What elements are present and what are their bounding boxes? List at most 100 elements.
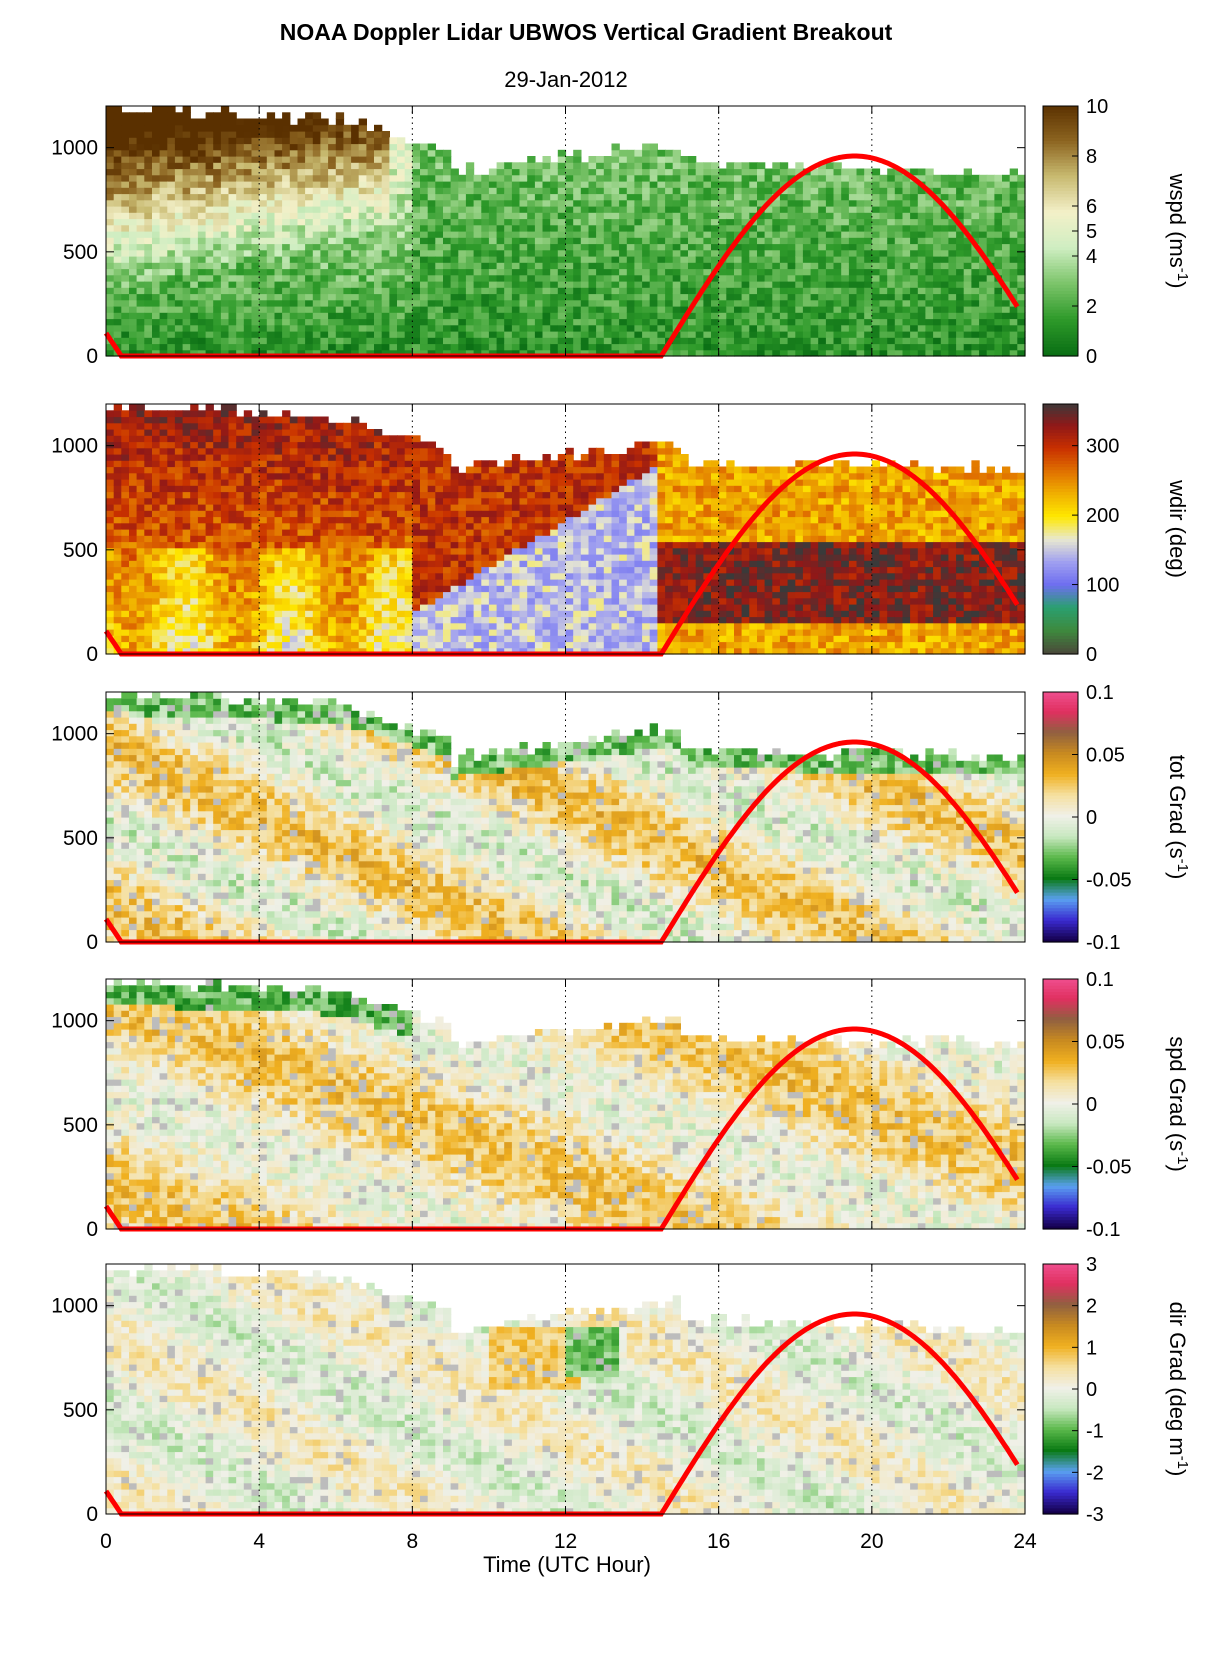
- heatmap-cell: [596, 175, 604, 182]
- heatmap-cell: [734, 275, 742, 282]
- heatmap-cell: [688, 337, 696, 344]
- heatmap-cell: [175, 573, 183, 580]
- heatmap-cell: [320, 262, 328, 269]
- heatmap-cell: [680, 181, 688, 188]
- heatmap-cell: [964, 331, 972, 338]
- heatmap-cell: [826, 256, 834, 263]
- heatmap-cell: [918, 237, 926, 244]
- heatmap-cell: [282, 231, 290, 238]
- heatmap-cell: [389, 244, 397, 251]
- heatmap-cell: [275, 312, 283, 319]
- heatmap-cell: [489, 300, 497, 307]
- heatmap-cell: [144, 542, 152, 549]
- heatmap-cell: [244, 579, 252, 586]
- heatmap-cell: [726, 187, 734, 194]
- heatmap-cell: [389, 331, 397, 338]
- heatmap-cell: [742, 325, 750, 332]
- heatmap-cell: [190, 429, 198, 436]
- heatmap-cell: [880, 187, 888, 194]
- heatmap-cell: [267, 144, 275, 151]
- heatmap-cell: [803, 344, 811, 351]
- heatmap-cell: [397, 212, 405, 219]
- heatmap-cell: [520, 237, 528, 244]
- heatmap-cell: [696, 312, 704, 319]
- heatmap-cell: [313, 212, 321, 219]
- heatmap-cell: [872, 244, 880, 251]
- heatmap-cell: [566, 162, 574, 169]
- heatmap-cell: [581, 231, 589, 238]
- heatmap-cell: [665, 256, 673, 263]
- heatmap-cell: [152, 131, 160, 138]
- heatmap-cell: [757, 312, 765, 319]
- heatmap-cell: [267, 629, 275, 636]
- heatmap-cell: [872, 281, 880, 288]
- heatmap-cell: [152, 194, 160, 201]
- heatmap-cell: [129, 504, 137, 511]
- heatmap-cell: [612, 319, 620, 326]
- heatmap-cell: [106, 623, 114, 630]
- heatmap-cell: [696, 169, 704, 176]
- heatmap-cell: [910, 262, 918, 269]
- heatmap-cell: [719, 194, 727, 201]
- heatmap-cell: [650, 306, 658, 313]
- heatmap-cell: [129, 485, 137, 492]
- heatmap-cell: [275, 319, 283, 326]
- heatmap-cell: [106, 169, 114, 176]
- heatmap-cell: [1017, 194, 1025, 201]
- heatmap-cell: [389, 262, 397, 269]
- heatmap-cell: [198, 485, 206, 492]
- heatmap-cell: [772, 169, 780, 176]
- heatmap-cell: [880, 200, 888, 207]
- heatmap-cell: [244, 219, 252, 226]
- heatmap-cell: [634, 150, 642, 157]
- heatmap-cell: [956, 244, 964, 251]
- heatmap-cell: [359, 331, 367, 338]
- heatmap-cell: [757, 244, 765, 251]
- heatmap-cell: [612, 275, 620, 282]
- heatmap-cell: [221, 112, 229, 119]
- heatmap-cell: [282, 206, 290, 213]
- heatmap-cell: [366, 150, 374, 157]
- heatmap-cell: [435, 175, 443, 182]
- heatmap-cell: [259, 492, 267, 499]
- heatmap-cell: [137, 542, 145, 549]
- heatmap-cell: [543, 281, 551, 288]
- heatmap-cell: [757, 194, 765, 201]
- heatmap-cell: [229, 112, 237, 119]
- heatmap-cell: [665, 237, 673, 244]
- heatmap-cell: [933, 256, 941, 263]
- heatmap-cell: [481, 187, 489, 194]
- heatmap-cell: [183, 598, 191, 605]
- heatmap-cell: [466, 287, 474, 294]
- heatmap-cell: [129, 256, 137, 263]
- heatmap-cell: [466, 269, 474, 276]
- heatmap-cell: [229, 137, 237, 144]
- heatmap-cell: [343, 269, 351, 276]
- heatmap-cell: [336, 162, 344, 169]
- heatmap-cell: [229, 206, 237, 213]
- heatmap-cell: [818, 281, 826, 288]
- heatmap-cell: [795, 206, 803, 213]
- heatmap-cell: [397, 150, 405, 157]
- heatmap-cell: [749, 306, 757, 313]
- heatmap-cell: [167, 119, 175, 126]
- heatmap-cell: [313, 194, 321, 201]
- heatmap-cell: [780, 294, 788, 301]
- heatmap-cell: [987, 175, 995, 182]
- heatmap-cell: [244, 200, 252, 207]
- heatmap-cell: [198, 629, 206, 636]
- heatmap-cell: [198, 306, 206, 313]
- heatmap-cell: [443, 212, 451, 219]
- heatmap-cell: [696, 194, 704, 201]
- heatmap-cell: [213, 144, 221, 151]
- heatmap-cell: [795, 269, 803, 276]
- heatmap-cell: [864, 287, 872, 294]
- heatmap-cell: [175, 225, 183, 232]
- heatmap-cell: [183, 212, 191, 219]
- heatmap-cell: [680, 331, 688, 338]
- heatmap-cell: [198, 175, 206, 182]
- heatmap-cell: [650, 325, 658, 332]
- heatmap-cell: [275, 212, 283, 219]
- heatmap-cell: [474, 175, 482, 182]
- heatmap-cell: [604, 225, 612, 232]
